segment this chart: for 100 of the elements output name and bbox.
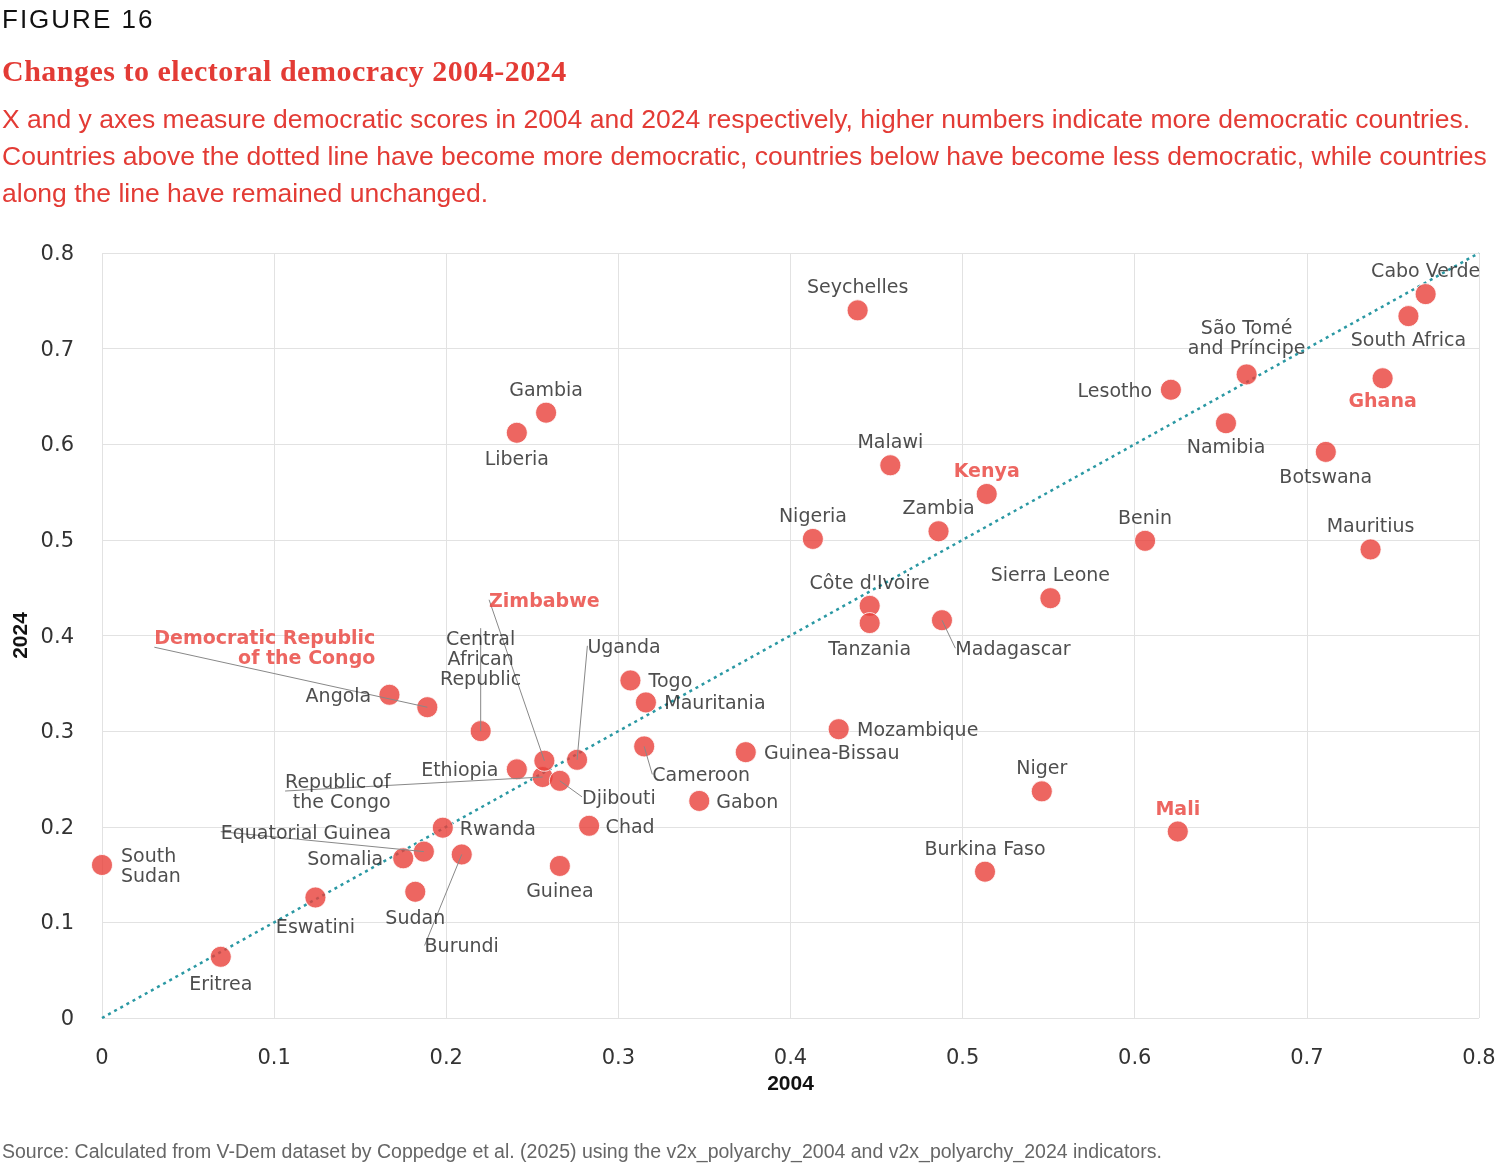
annotation: Lesotho (1077, 378, 1153, 401)
x-tick-label: 0.3 (601, 1044, 636, 1069)
caption: FIGURE 16 (2, 4, 155, 35)
annotation: São Tomé and Príncipe (1187, 316, 1306, 359)
point (450, 843, 473, 866)
x-tick-label: 0.2 (429, 1044, 463, 1069)
point (304, 886, 327, 909)
x-tick-label: 0.4 (773, 1044, 808, 1069)
annotation: Angola (305, 683, 372, 706)
annotation: Ghana (1348, 389, 1417, 412)
y-axis-title: 2024 (7, 611, 31, 659)
point (469, 720, 492, 743)
annotation: Namibia (1186, 435, 1266, 458)
annotation: Guinea (526, 878, 594, 901)
point (634, 691, 657, 714)
annotation: Nigeria (778, 503, 847, 526)
annotation: Burundi (424, 934, 499, 957)
point (1314, 440, 1337, 463)
point (1235, 363, 1258, 386)
x-tick-label: 0.6 (1118, 1044, 1152, 1069)
point (533, 749, 556, 772)
point (974, 860, 996, 883)
point (633, 735, 656, 758)
annotation: Côte d'Ivoire (809, 570, 930, 593)
point (927, 520, 950, 543)
y-tick-label: 0.2 (40, 814, 74, 839)
annotation: Mali (1155, 796, 1201, 819)
point (1215, 412, 1237, 435)
point (858, 612, 881, 635)
point (1159, 378, 1182, 401)
annotation: Burkina Faso (924, 836, 1046, 859)
x-tick-label: 0.1 (257, 1044, 291, 1069)
y-tick-label: 0.5 (40, 527, 74, 552)
annotation: Eswatini (275, 914, 356, 937)
annotation: Republic of the Congo (285, 770, 392, 813)
point (209, 945, 232, 968)
annotation: Mauritius (1326, 514, 1415, 537)
annotation: Niger (1016, 756, 1068, 779)
point (846, 299, 869, 322)
point (378, 683, 401, 706)
point (548, 769, 571, 792)
x-tick-label: 0.8 (1462, 1044, 1496, 1069)
annotation: Malawi (857, 430, 924, 453)
x-axis-title: 2004 (767, 1070, 815, 1094)
point (1030, 780, 1053, 803)
point (535, 401, 558, 424)
annotation: Rwanda (459, 816, 536, 839)
point (392, 847, 415, 870)
annotation: South Sudan (121, 844, 181, 886)
chart-subtitle: X and y axes measure democratic scores in 2004 and 2024 respectively, higher numbers indicate more democratic countries. Countries above the dotted line have become more democratic, countries below have become less democratic, while countries along the line have remained unchanged. (2, 103, 1488, 210)
annotation: Kenya (953, 458, 1020, 481)
annotation: Botswana (1279, 464, 1373, 487)
y-tick-label: 0.6 (40, 432, 74, 457)
y-tick-label: 0 (60, 1006, 74, 1030)
point (566, 748, 589, 771)
chart-title: Changes to electoral democracy 2004-2024 (2, 54, 567, 88)
annotation: Ethiopia (421, 758, 499, 781)
point (1134, 529, 1157, 552)
point (416, 696, 439, 719)
point (548, 854, 571, 877)
annotation: Gambia (509, 377, 584, 400)
annotation: Seychelles (806, 275, 909, 298)
point (1397, 305, 1420, 328)
point (858, 594, 881, 617)
annotation: Togo (647, 669, 693, 692)
annotation: Mozambique (857, 718, 979, 741)
annotation: Madagascar (955, 637, 1071, 660)
annotation: Sierra Leone (990, 563, 1111, 586)
annotation: Uganda (587, 634, 661, 657)
annotation: Gabon (716, 789, 779, 812)
y-tick-label: 0.8 (40, 241, 74, 265)
point (412, 840, 435, 863)
point (619, 669, 642, 692)
point (505, 758, 528, 781)
annotation: Zambia (902, 496, 975, 519)
point (505, 421, 528, 444)
point (734, 741, 757, 764)
point (879, 454, 902, 477)
source-note: Source: Calculated from V-Dem dataset by Coppedge et al. (2025) using the v2x_polyarchy_2004 and v2x_polyarchy_2024 indicators. (2, 1140, 1162, 1163)
point (975, 482, 998, 505)
point (801, 527, 824, 550)
annotation: Tanzania (827, 637, 912, 660)
point (688, 789, 711, 812)
point (1359, 538, 1382, 561)
annotation: Chad (605, 814, 655, 837)
y-tick-label: 0.1 (40, 910, 74, 935)
x-tick-label: 0.5 (945, 1044, 980, 1069)
annotation: Sudan (385, 905, 446, 928)
point (827, 718, 850, 741)
x-tick-label: 0 (95, 1044, 109, 1069)
annotation: Djibouti (582, 785, 656, 808)
annotation: Cameroon (652, 763, 751, 786)
annotation: Eritrea (189, 971, 253, 994)
point (578, 814, 601, 837)
annotation: Liberia (484, 446, 549, 469)
annotation: Equatorial Guinea (220, 820, 392, 843)
point (930, 609, 953, 632)
point (1414, 283, 1437, 306)
annotation: Mauritania (664, 691, 766, 714)
y-tick-label: 0.7 (40, 336, 74, 361)
